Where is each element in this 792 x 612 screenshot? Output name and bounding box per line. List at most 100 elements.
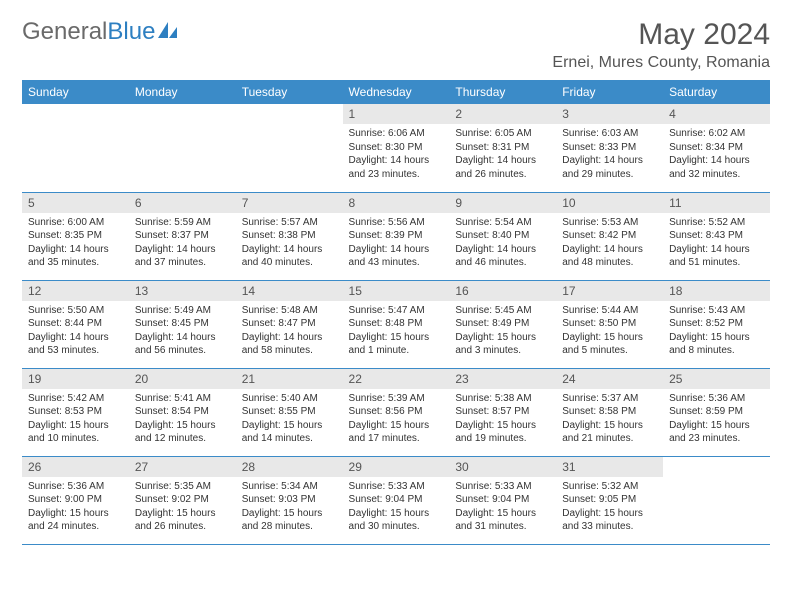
day-number: 22	[343, 369, 450, 389]
sunset-text: Sunset: 8:34 PM	[669, 141, 764, 155]
sunset-text: Sunset: 8:30 PM	[349, 141, 444, 155]
day-cell: 25Sunrise: 5:36 AMSunset: 8:59 PMDayligh…	[663, 368, 770, 456]
sunset-text: Sunset: 9:05 PM	[562, 493, 657, 507]
daylight-line1: Daylight: 14 hours	[455, 154, 550, 168]
daylight-line2: and 48 minutes.	[562, 256, 657, 270]
daylight-line2: and 24 minutes.	[28, 520, 123, 534]
month-title: May 2024	[552, 18, 770, 52]
daylight-line2: and 43 minutes.	[349, 256, 444, 270]
daylight-line1: Daylight: 15 hours	[349, 419, 444, 433]
day-cell: 12Sunrise: 5:50 AMSunset: 8:44 PMDayligh…	[22, 280, 129, 368]
sunrise-text: Sunrise: 5:34 AM	[242, 480, 337, 494]
day-number: 7	[236, 193, 343, 213]
sunset-text: Sunset: 8:59 PM	[669, 405, 764, 419]
sunset-text: Sunset: 9:02 PM	[135, 493, 230, 507]
sunrise-text: Sunrise: 5:38 AM	[455, 392, 550, 406]
daylight-line2: and 37 minutes.	[135, 256, 230, 270]
day-cell: 9Sunrise: 5:54 AMSunset: 8:40 PMDaylight…	[449, 192, 556, 280]
day-content: Sunrise: 5:32 AMSunset: 9:05 PMDaylight:…	[556, 477, 663, 538]
daylight-line2: and 35 minutes.	[28, 256, 123, 270]
day-content: Sunrise: 5:53 AMSunset: 8:42 PMDaylight:…	[556, 213, 663, 274]
day-number: 28	[236, 457, 343, 477]
sunset-text: Sunset: 8:38 PM	[242, 229, 337, 243]
col-wednesday: Wednesday	[343, 80, 450, 104]
day-cell: 22Sunrise: 5:39 AMSunset: 8:56 PMDayligh…	[343, 368, 450, 456]
sunset-text: Sunset: 8:55 PM	[242, 405, 337, 419]
day-content: Sunrise: 5:37 AMSunset: 8:58 PMDaylight:…	[556, 389, 663, 450]
sunset-text: Sunset: 8:57 PM	[455, 405, 550, 419]
day-content: Sunrise: 6:05 AMSunset: 8:31 PMDaylight:…	[449, 124, 556, 185]
sunrise-text: Sunrise: 6:03 AM	[562, 127, 657, 141]
day-content: Sunrise: 5:33 AMSunset: 9:04 PMDaylight:…	[449, 477, 556, 538]
sunrise-text: Sunrise: 5:32 AM	[562, 480, 657, 494]
week-row: 26Sunrise: 5:36 AMSunset: 9:00 PMDayligh…	[22, 456, 770, 544]
sunset-text: Sunset: 8:45 PM	[135, 317, 230, 331]
daylight-line1: Daylight: 15 hours	[135, 507, 230, 521]
sunset-text: Sunset: 8:37 PM	[135, 229, 230, 243]
sunrise-text: Sunrise: 5:44 AM	[562, 304, 657, 318]
logo-text-gray: General	[22, 18, 107, 46]
day-cell: 19Sunrise: 5:42 AMSunset: 8:53 PMDayligh…	[22, 368, 129, 456]
day-number: 19	[22, 369, 129, 389]
day-number: 23	[449, 369, 556, 389]
sunrise-text: Sunrise: 5:36 AM	[28, 480, 123, 494]
day-number	[663, 457, 770, 477]
daylight-line1: Daylight: 14 hours	[242, 243, 337, 257]
daylight-line2: and 14 minutes.	[242, 432, 337, 446]
day-cell: 7Sunrise: 5:57 AMSunset: 8:38 PMDaylight…	[236, 192, 343, 280]
day-content: Sunrise: 5:39 AMSunset: 8:56 PMDaylight:…	[343, 389, 450, 450]
day-cell: 24Sunrise: 5:37 AMSunset: 8:58 PMDayligh…	[556, 368, 663, 456]
col-sunday: Sunday	[22, 80, 129, 104]
logo: GeneralBlue	[22, 18, 179, 46]
day-cell	[663, 456, 770, 544]
day-cell: 17Sunrise: 5:44 AMSunset: 8:50 PMDayligh…	[556, 280, 663, 368]
day-content: Sunrise: 5:40 AMSunset: 8:55 PMDaylight:…	[236, 389, 343, 450]
sunrise-text: Sunrise: 5:56 AM	[349, 216, 444, 230]
daylight-line2: and 58 minutes.	[242, 344, 337, 358]
daylight-line1: Daylight: 15 hours	[242, 507, 337, 521]
daylight-line1: Daylight: 15 hours	[349, 507, 444, 521]
day-number: 17	[556, 281, 663, 301]
sunrise-text: Sunrise: 5:36 AM	[669, 392, 764, 406]
day-content: Sunrise: 5:54 AMSunset: 8:40 PMDaylight:…	[449, 213, 556, 274]
daylight-line1: Daylight: 15 hours	[562, 419, 657, 433]
sunrise-text: Sunrise: 6:00 AM	[28, 216, 123, 230]
daylight-line2: and 26 minutes.	[455, 168, 550, 182]
daylight-line2: and 56 minutes.	[135, 344, 230, 358]
daylight-line1: Daylight: 15 hours	[455, 507, 550, 521]
daylight-line2: and 32 minutes.	[669, 168, 764, 182]
day-cell: 8Sunrise: 5:56 AMSunset: 8:39 PMDaylight…	[343, 192, 450, 280]
sunset-text: Sunset: 8:48 PM	[349, 317, 444, 331]
daylight-line1: Daylight: 14 hours	[28, 243, 123, 257]
sunrise-text: Sunrise: 5:48 AM	[242, 304, 337, 318]
day-content: Sunrise: 5:41 AMSunset: 8:54 PMDaylight:…	[129, 389, 236, 450]
sunset-text: Sunset: 9:04 PM	[349, 493, 444, 507]
daylight-line2: and 17 minutes.	[349, 432, 444, 446]
day-number: 2	[449, 104, 556, 124]
daylight-line1: Daylight: 15 hours	[135, 419, 230, 433]
day-cell: 10Sunrise: 5:53 AMSunset: 8:42 PMDayligh…	[556, 192, 663, 280]
daylight-line2: and 3 minutes.	[455, 344, 550, 358]
daylight-line1: Daylight: 14 hours	[669, 243, 764, 257]
daylight-line1: Daylight: 15 hours	[669, 419, 764, 433]
sunset-text: Sunset: 8:47 PM	[242, 317, 337, 331]
sunset-text: Sunset: 8:56 PM	[349, 405, 444, 419]
day-content: Sunrise: 6:00 AMSunset: 8:35 PMDaylight:…	[22, 213, 129, 274]
sunset-text: Sunset: 8:33 PM	[562, 141, 657, 155]
daylight-line1: Daylight: 15 hours	[562, 507, 657, 521]
sunrise-text: Sunrise: 5:59 AM	[135, 216, 230, 230]
day-number	[129, 104, 236, 124]
day-number: 3	[556, 104, 663, 124]
daylight-line1: Daylight: 14 hours	[242, 331, 337, 345]
day-cell: 4Sunrise: 6:02 AMSunset: 8:34 PMDaylight…	[663, 104, 770, 192]
day-number: 26	[22, 457, 129, 477]
daylight-line2: and 31 minutes.	[455, 520, 550, 534]
sunset-text: Sunset: 8:39 PM	[349, 229, 444, 243]
sunrise-text: Sunrise: 5:33 AM	[349, 480, 444, 494]
col-monday: Monday	[129, 80, 236, 104]
sunset-text: Sunset: 8:52 PM	[669, 317, 764, 331]
col-friday: Friday	[556, 80, 663, 104]
col-tuesday: Tuesday	[236, 80, 343, 104]
sunrise-text: Sunrise: 6:06 AM	[349, 127, 444, 141]
day-cell: 15Sunrise: 5:47 AMSunset: 8:48 PMDayligh…	[343, 280, 450, 368]
